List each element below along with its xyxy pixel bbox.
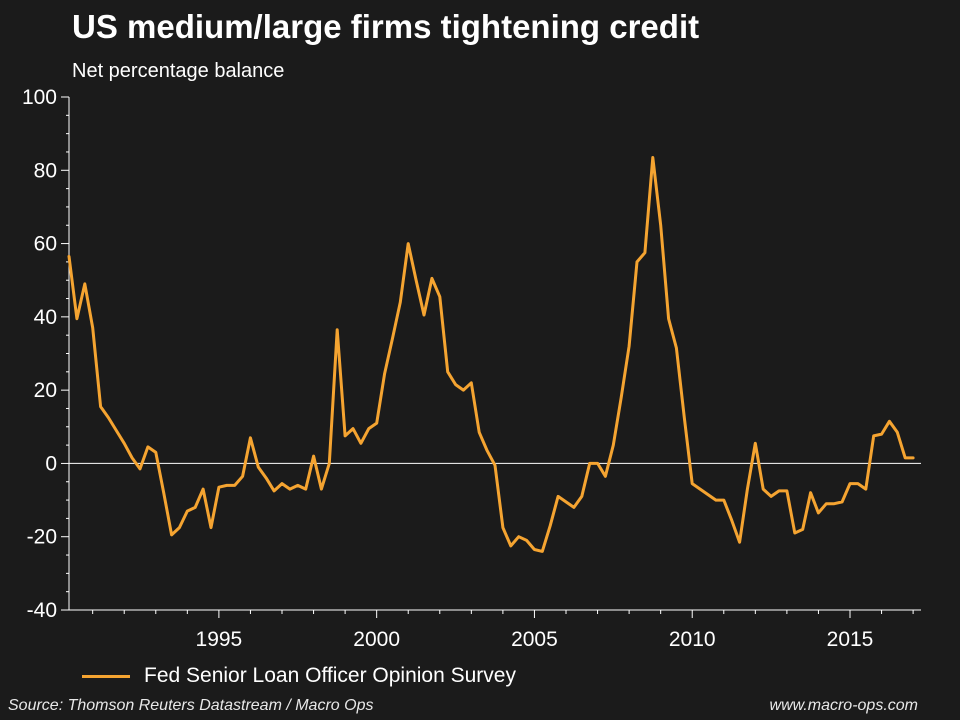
- y-tick-label: -20: [27, 526, 57, 549]
- series-line-0: [67, 156, 915, 553]
- source-note: Source: Thomson Reuters Datastream / Mac…: [8, 697, 374, 714]
- axes-layer: -40 -20 0 20 40 60 80 100 1995 2000 2005 2010 2015: [22, 86, 921, 651]
- y-tick-label: 100: [22, 86, 57, 109]
- chart-subtitle: Net percentage balance: [72, 60, 285, 82]
- website-link[interactable]: www.macro-ops.com: [769, 697, 918, 714]
- y-tick-label: 40: [34, 306, 57, 329]
- y-tick-label: -40: [27, 599, 57, 622]
- x-tick-label: 1995: [196, 628, 243, 651]
- legend-label: Fed Senior Loan Officer Opinion Survey: [144, 664, 516, 687]
- legend: Fed Senior Loan Officer Opinion Survey: [82, 664, 516, 688]
- x-tick-label: 2010: [669, 628, 716, 651]
- x-tick-label: 2000: [353, 628, 400, 651]
- x-tick-label: 2005: [511, 628, 558, 651]
- legend-swatch: [82, 674, 130, 678]
- chart-title: US medium/large firms tightening credit: [72, 8, 700, 45]
- y-tick-label: 80: [34, 159, 57, 182]
- series-layer: [67, 156, 915, 553]
- y-tick-label: 60: [34, 233, 57, 256]
- y-tick-label: 0: [45, 452, 57, 475]
- y-tick-label: 20: [34, 379, 57, 402]
- x-tick-label: 2015: [827, 628, 874, 651]
